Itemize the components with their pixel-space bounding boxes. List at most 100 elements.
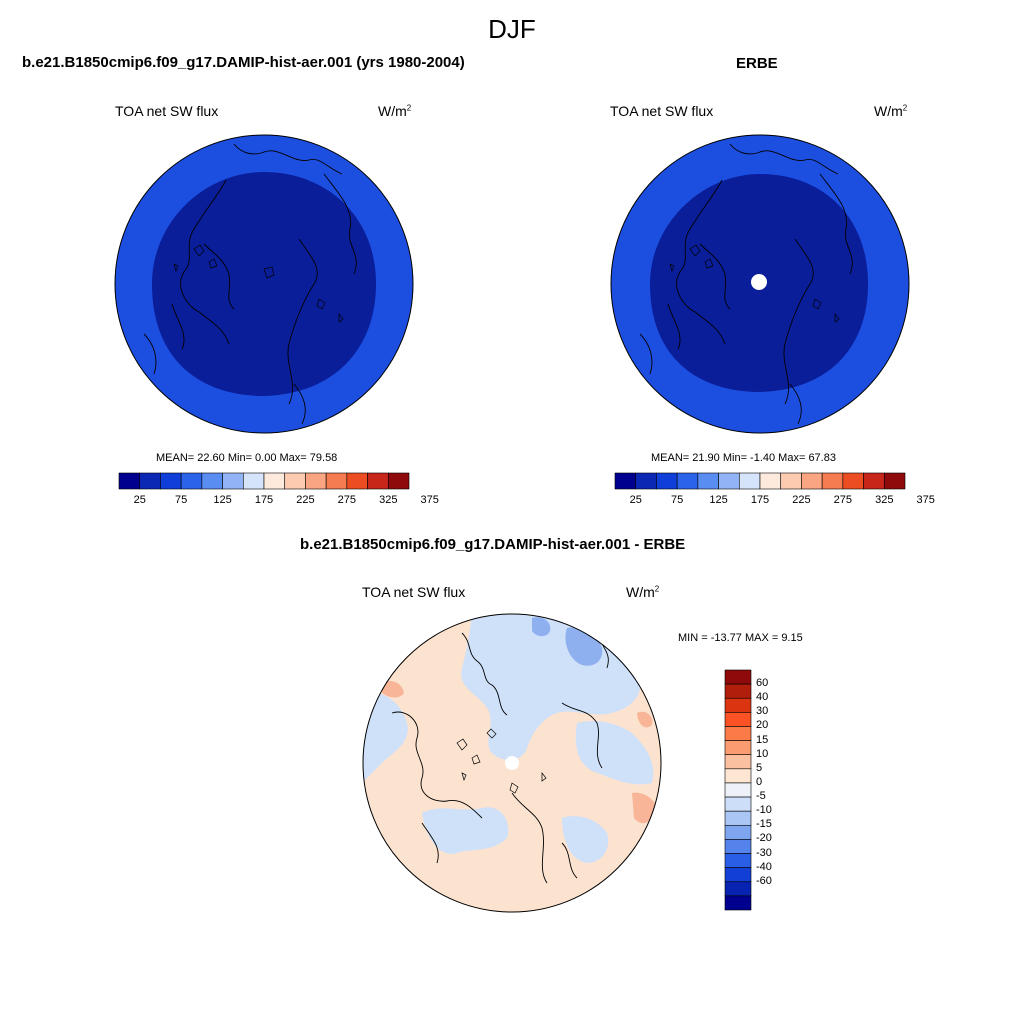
diff-colorbar-label: -15 [756, 818, 772, 831]
model-coastlines [143, 143, 357, 425]
obs-colorbar [614, 472, 906, 490]
diff-units-label: W/m2 [626, 584, 660, 600]
diff-colorbar-box [724, 810, 752, 826]
obs-colorbar-box [780, 472, 802, 490]
diff-islands [456, 728, 547, 794]
diff-colorbar-box [724, 839, 752, 854]
diff-pos-region-1 [382, 681, 404, 698]
obs-colorbar-box [863, 472, 885, 490]
model-colorbar-tick-label: 125 [213, 494, 232, 506]
diff-colorbar-label: 15 [756, 733, 769, 746]
model-panel-title: b.e21.B1850cmip6.f09_g17.DAMIP-hist-aer.… [22, 54, 465, 71]
obs-islands [669, 244, 840, 323]
obs-colorbar-tick-label: 275 [833, 494, 853, 506]
diff-colorbar-box [724, 782, 752, 798]
diff-colorbar-box [724, 895, 752, 911]
diff-colorbar-box [724, 726, 752, 741]
model-colorbar-box [387, 472, 410, 490]
diff-pos-region-2 [632, 792, 657, 824]
diff-colorbar-box [724, 697, 752, 713]
model-islands [173, 244, 344, 323]
diff-coastlines [391, 632, 609, 884]
diff-polar-map [362, 613, 662, 913]
diff-colorbar-label: -20 [756, 832, 772, 845]
obs-polar-map [610, 134, 910, 434]
obs-colorbar-box [656, 472, 678, 490]
model-inner-field [152, 172, 376, 396]
diff-colorbar-box [724, 824, 752, 840]
main-title: DJF [488, 14, 536, 44]
diff-colorbar-label: 10 [756, 747, 769, 760]
obs-units-label: W/m2 [874, 103, 908, 119]
diff-colorbar-label: 30 [756, 705, 769, 718]
diff-colorbar-label: -10 [756, 804, 772, 817]
model-colorbar-tick-label: 175 [254, 494, 274, 506]
model-colorbar-box [180, 472, 203, 490]
diff-colorbar-box [724, 867, 752, 883]
diff-neg-region-south-east [562, 816, 609, 863]
diff-colorbar-label: -30 [756, 846, 772, 859]
diff-colorbar-labels: 60 40 30 20 15 10 5 0 -5 -10 -15 -20 -30 -40 -60 [756, 670, 796, 910]
obs-colorbar-tick-label: 75 [671, 494, 684, 506]
diff-neg-region-east [575, 721, 654, 785]
obs-colorbar-tick-label: 225 [792, 494, 811, 506]
model-colorbar-box [160, 472, 182, 490]
obs-panel-title: ERBE [736, 55, 778, 72]
model-colorbar-tick-label: 75 [175, 494, 188, 506]
obs-colorbar-box [738, 472, 761, 490]
model-colorbar-box [118, 472, 141, 490]
model-colorbar-box [346, 472, 368, 490]
obs-stats: MEAN= 21.90 Min= -1.40 Max= 67.83 [651, 452, 836, 464]
obs-colorbar-box [842, 472, 864, 490]
diff-neg-region-south [422, 807, 509, 854]
model-colorbar-box [242, 472, 265, 490]
diff-colorbar-label: -40 [756, 860, 772, 873]
diff-colorbar-box [724, 740, 752, 756]
diff-colorbar-box [724, 881, 752, 897]
model-variable-label: TOA net SW flux [115, 103, 219, 119]
model-colorbar-tick-label: 25 [133, 494, 146, 506]
model-colorbar-tick-label: 275 [337, 494, 357, 506]
model-colorbar-ticks: 25 75 125 175 225 275 325 375 [119, 494, 439, 508]
model-colorbar-box [201, 472, 223, 490]
model-colorbar-box [139, 472, 161, 490]
model-colorbar-box [305, 472, 327, 490]
obs-colorbar-box [676, 472, 699, 490]
diff-stats: MIN = -13.77 MAX = 9.15 [678, 632, 803, 644]
diff-colorbar-label: -5 [756, 790, 766, 803]
obs-colorbar-box [801, 472, 823, 490]
diff-colorbar [724, 669, 752, 911]
obs-colorbar-ticks: 25 75 125 175 225 275 325 375 [615, 494, 935, 508]
diff-colorbar-label: 0 [756, 775, 763, 788]
diff-neg-region-west [363, 692, 408, 783]
obs-colorbar-box [718, 472, 740, 490]
diff-colorbar-label: 5 [756, 761, 763, 774]
diff-colorbar-label: 20 [756, 719, 769, 732]
model-colorbar-box [284, 472, 306, 490]
obs-coastlines [639, 143, 853, 425]
obs-colorbar-tick-label: 125 [709, 494, 728, 506]
model-colorbar-tick-label: 225 [296, 494, 315, 506]
obs-pole-gap [751, 274, 767, 290]
model-colorbar-box [222, 472, 244, 490]
obs-colorbar-tick-label: 375 [916, 494, 935, 506]
diff-colorbar-box [724, 853, 752, 868]
obs-colorbar-tick-label: 325 [875, 494, 894, 506]
model-polar-map [114, 134, 414, 434]
model-colorbar [118, 472, 410, 490]
diff-colorbar-box [724, 796, 752, 812]
obs-colorbar-box [883, 472, 906, 490]
obs-colorbar-box [821, 472, 844, 490]
obs-colorbar-tick-label: 25 [629, 494, 642, 506]
diff-colorbar-label: 40 [756, 691, 769, 704]
model-colorbar-box [263, 472, 286, 490]
obs-colorbar-box [635, 472, 657, 490]
obs-variable-label: TOA net SW flux [610, 103, 714, 119]
obs-colorbar-box [759, 472, 782, 490]
model-colorbar-tick-label: 375 [420, 494, 439, 506]
model-units-label: W/m2 [378, 103, 412, 119]
diff-colorbar-box [724, 683, 752, 699]
model-stats: MEAN= 22.60 Min= 0.00 Max= 79.58 [156, 452, 338, 464]
diff-pole-gap [505, 756, 519, 770]
diff-colorbar-box [724, 669, 752, 685]
